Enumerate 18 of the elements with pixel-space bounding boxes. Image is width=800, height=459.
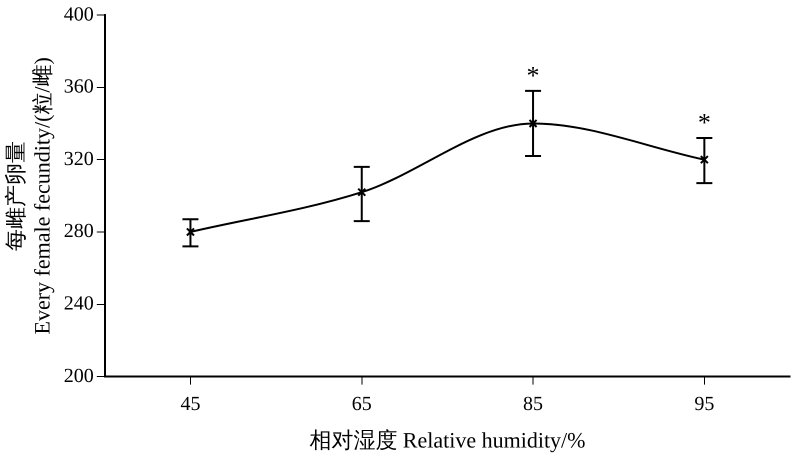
point	[186, 227, 195, 236]
annotation: *	[698, 108, 711, 137]
y-tick-label: 360	[64, 76, 94, 98]
point	[700, 155, 709, 164]
annotation: *	[526, 60, 540, 90]
y-tick-label: 400	[64, 3, 94, 26]
y-tick-label: 320	[64, 148, 94, 170]
x-axis-title: 相对湿度 Relative humidity/%	[309, 428, 586, 453]
x-tick-label: 95	[694, 392, 714, 415]
x-tick-label: 45	[180, 392, 200, 415]
point	[357, 188, 366, 197]
point	[528, 118, 538, 128]
y-axis-title: 每雌产卵量 Every female fecundity/(粒/雌)	[2, 57, 54, 334]
y-tick-label: 200	[64, 364, 94, 387]
x-tick-label: 85	[523, 392, 544, 415]
y-tick-label: 240	[64, 292, 94, 315]
y-tick-label: 280	[64, 220, 94, 242]
x-tick-label: 65	[352, 392, 372, 415]
